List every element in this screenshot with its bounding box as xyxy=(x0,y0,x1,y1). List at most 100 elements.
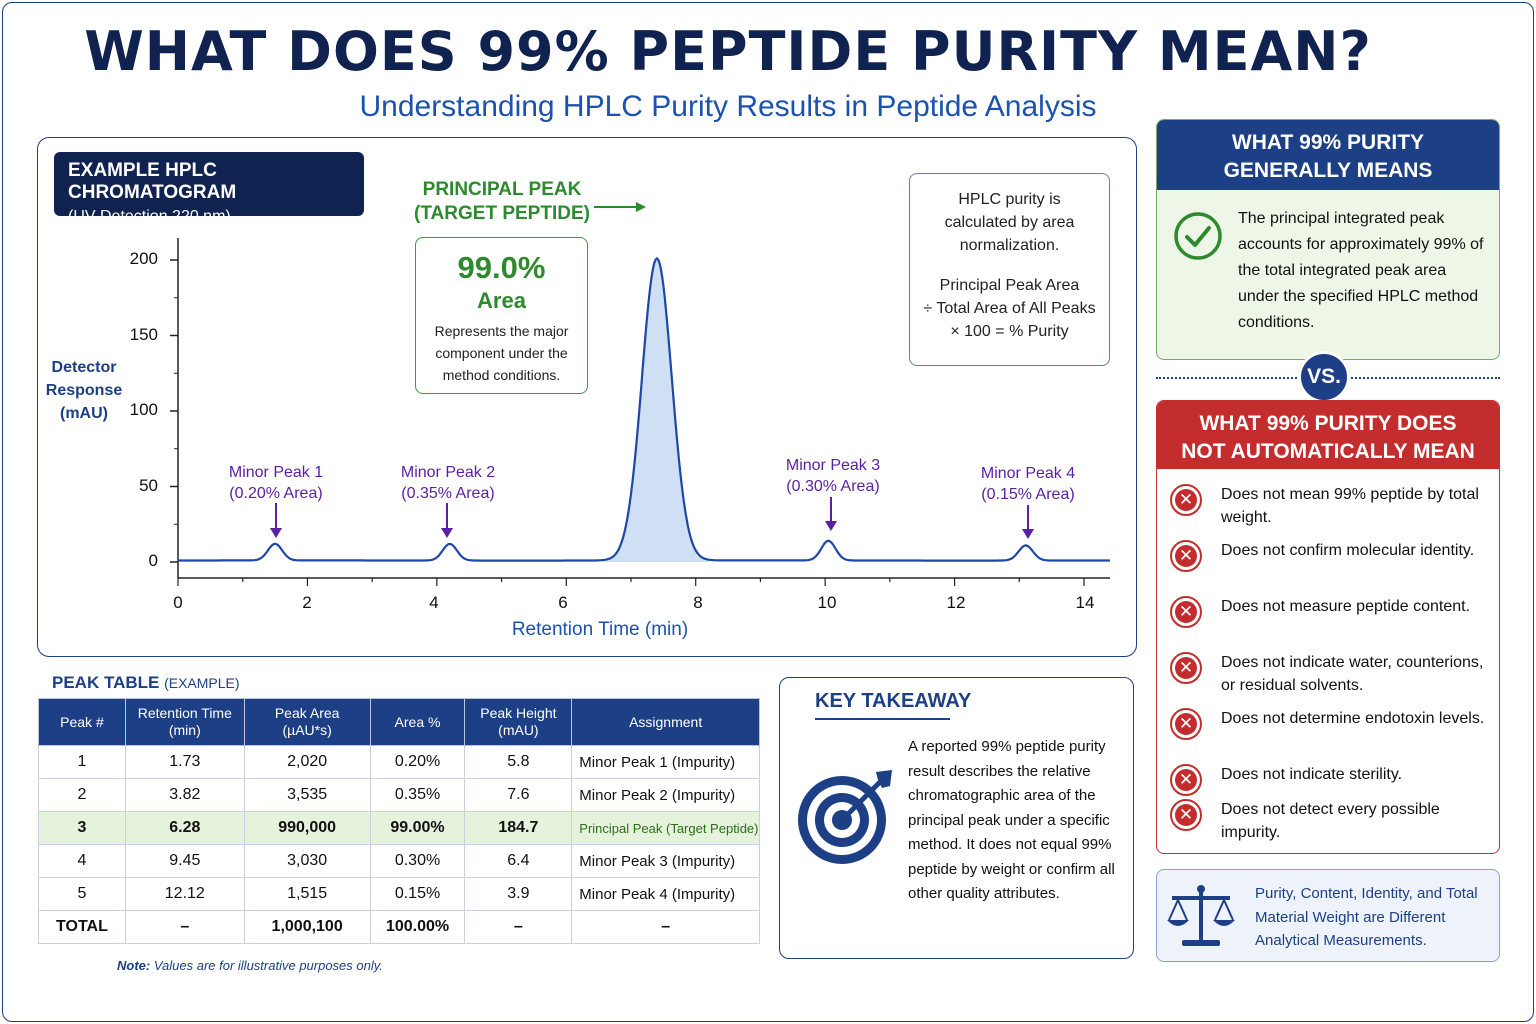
table-cell: 1 xyxy=(38,745,126,779)
does-not-mean-title-line1: WHAT 99% PURITY DOES xyxy=(1199,412,1457,435)
peak-table-header: Retention Time (min) xyxy=(124,698,245,746)
minor-peak-area: (0.15% Area) xyxy=(981,486,1075,503)
key-takeaway-panel xyxy=(779,677,1134,959)
minor-peak-area: (0.35% Area) xyxy=(401,485,495,502)
y-tick-label: 50 xyxy=(139,475,158,495)
formula-line: normalization. xyxy=(959,237,1060,254)
table-cell: 4 xyxy=(38,844,126,878)
y-tick-label: 200 xyxy=(129,249,158,268)
x-circle-icon: ✕ xyxy=(1170,708,1202,740)
does-not-mean-panel: WHAT 99% PURITY DOES NOT AUTOMATICALLY M… xyxy=(1156,400,1500,854)
table-cell: 6.4 xyxy=(464,844,573,878)
chromatogram-panel xyxy=(37,137,1137,657)
table-cell: Minor Peak 3 (Impurity) xyxy=(571,844,760,878)
peak-table-title: PEAK TABLE (EXAMPLE) xyxy=(52,673,240,693)
table-cell: 0.20% xyxy=(369,745,466,779)
table-cell: TOTAL xyxy=(38,910,126,944)
minor-peak-arrows xyxy=(270,497,1034,539)
principal-peak-fill xyxy=(605,258,709,562)
formula-line: calculated by area xyxy=(944,214,1075,231)
peak-table-header-line: Area % xyxy=(394,713,441,730)
table-cell: Principal Peak (Target Peptide) xyxy=(571,811,760,845)
x-tick-label: 6 xyxy=(558,593,568,612)
does-not-mean-item: Does not determine endotoxin levels. xyxy=(1221,710,1485,727)
does-not-mean-item: Does not detect every possible impurity. xyxy=(1221,801,1440,841)
does-not-mean-item: Does not confirm molecular identity. xyxy=(1221,542,1475,559)
minor-peak-label: Minor Peak 2 (0.35% Area) xyxy=(378,462,518,504)
peak-table-header: Assignment xyxy=(571,698,760,746)
formula-line: ÷ Total Area of All Peaks xyxy=(923,300,1096,317)
x-tick-label: 4 xyxy=(429,593,439,612)
table-cell: 100.00% xyxy=(369,910,466,944)
y-tick-label: 0 xyxy=(148,551,158,570)
generally-means-header: WHAT 99% PURITY GENERALLY MEANS xyxy=(1157,120,1499,190)
x-axis-label: Retention Time (min) xyxy=(511,619,689,640)
x-circle-icon: ✕ xyxy=(1170,596,1202,628)
table-cell: Minor Peak 4 (Impurity) xyxy=(571,877,760,911)
minor-peak-label: Minor Peak 1 (0.20% Area) xyxy=(206,462,346,504)
principal-area-percent: 99.0% xyxy=(457,250,546,285)
minor-peak-area: (0.20% Area) xyxy=(229,485,323,502)
x-circle-icon: ✕ xyxy=(1170,764,1202,796)
table-cell: 3.9 xyxy=(464,877,573,911)
table-cell: 5.8 xyxy=(464,745,573,779)
minor-peak-arrow-head xyxy=(825,521,837,531)
does-not-mean-title-line2: NOT AUTOMATICALLY MEAN xyxy=(1181,440,1475,463)
table-cell: – xyxy=(464,910,573,944)
table-note-label: Note: xyxy=(117,958,151,973)
table-cell: – xyxy=(571,910,760,944)
table-row: 2 3.82 3,535 0.35% 7.6 Minor Peak 2 (Impurity… xyxy=(38,778,760,812)
x-tick-label: 12 xyxy=(946,593,966,612)
balance-scale-icon xyxy=(1167,885,1235,946)
table-cell: 6.28 xyxy=(124,811,245,845)
table-row: TOTAL –1,000,100 100.00% – – xyxy=(38,910,760,944)
peak-table-header-line: (min) xyxy=(168,722,201,738)
x-tick-label: 2 xyxy=(302,593,312,612)
principal-peak-arrow xyxy=(594,202,646,212)
peak-table-header-line: Retention Time xyxy=(137,705,232,721)
page-title: WHAT DOES 99% PEPTIDE PURITY MEAN? xyxy=(84,20,1372,83)
peak-table-header-line: Peak Area xyxy=(274,705,340,721)
x-tick-label: 10 xyxy=(817,593,837,612)
chromatogram-trace xyxy=(178,257,1110,562)
table-cell: 2,020 xyxy=(243,745,371,779)
generally-means-title-line2: GENERALLY MEANS xyxy=(1223,159,1433,182)
generally-means-panel: WHAT 99% PURITY GENERALLY MEANS xyxy=(1156,119,1500,360)
target-icon xyxy=(798,770,892,864)
table-cell: Minor Peak 1 (Impurity) xyxy=(571,745,760,779)
table-note: Note: Values are for illustrative purpos… xyxy=(117,958,383,973)
chromatogram-header: EXAMPLE HPLC CHROMATOGRAM (UV Detection … xyxy=(54,152,364,225)
minor-peak-name: Minor Peak 2 xyxy=(400,464,496,481)
table-row: 5 12.12 1,515 0.15% 3.9 Minor Peak 4 (Impurit… xyxy=(38,877,760,911)
table-cell: 9.45 xyxy=(124,844,245,878)
table-cell: 5 xyxy=(38,877,126,911)
table-cell: 3,535 xyxy=(243,778,371,812)
x-tick-label: 14 xyxy=(1075,593,1095,612)
principal-area-label: Area xyxy=(477,288,526,313)
y-tick-label: 150 xyxy=(129,324,158,344)
table-cell: – xyxy=(124,910,245,944)
table-note-text: Values are for illustrative purposes onl… xyxy=(153,958,383,973)
table-cell: 1,000,100 xyxy=(243,910,371,944)
does-not-mean-header: WHAT 99% PURITY DOES NOT AUTOMATICALLY M… xyxy=(1157,401,1499,469)
minor-peak-label: Minor Peak 4 (0.15% Area) xyxy=(958,463,1098,505)
x-tick-marks xyxy=(177,578,1085,586)
measurements-note-text: Purity, Content, Identity, and Total Mat… xyxy=(1255,885,1478,949)
peak-table-header: Area % xyxy=(369,698,466,746)
chromatogram-header-title: EXAMPLE HPLC CHROMATOGRAM xyxy=(68,160,237,203)
formula-line: HPLC purity is xyxy=(958,191,1061,208)
principal-area-description: Represents the major component under the… xyxy=(434,323,569,383)
x-circle-icon: ✕ xyxy=(1170,540,1202,572)
principal-peak-label-line2: (TARGET PEPTIDE) xyxy=(414,203,590,224)
does-not-mean-item: Does not mean 99% peptide by total weigh… xyxy=(1221,486,1479,526)
table-row: 3 6.28 990,000 99.00% 184.7 Principal Peak (T… xyxy=(38,811,760,845)
peak-table-header: Peak Height (mAU) xyxy=(464,698,573,746)
x-circle-icon: ✕ xyxy=(1170,652,1202,684)
peak-table-header-line: (µAU*s) xyxy=(282,722,332,738)
table-row: 4 9.45 3,030 0.30% 6.4 Minor Peak 3 (Impurity… xyxy=(38,844,760,878)
x-circle-icon: ✕ xyxy=(1170,799,1202,831)
minor-peak-label: Minor Peak 3 (0.30% Area) xyxy=(763,455,903,497)
generally-means-title-line1: WHAT 99% PURITY xyxy=(1231,131,1425,154)
